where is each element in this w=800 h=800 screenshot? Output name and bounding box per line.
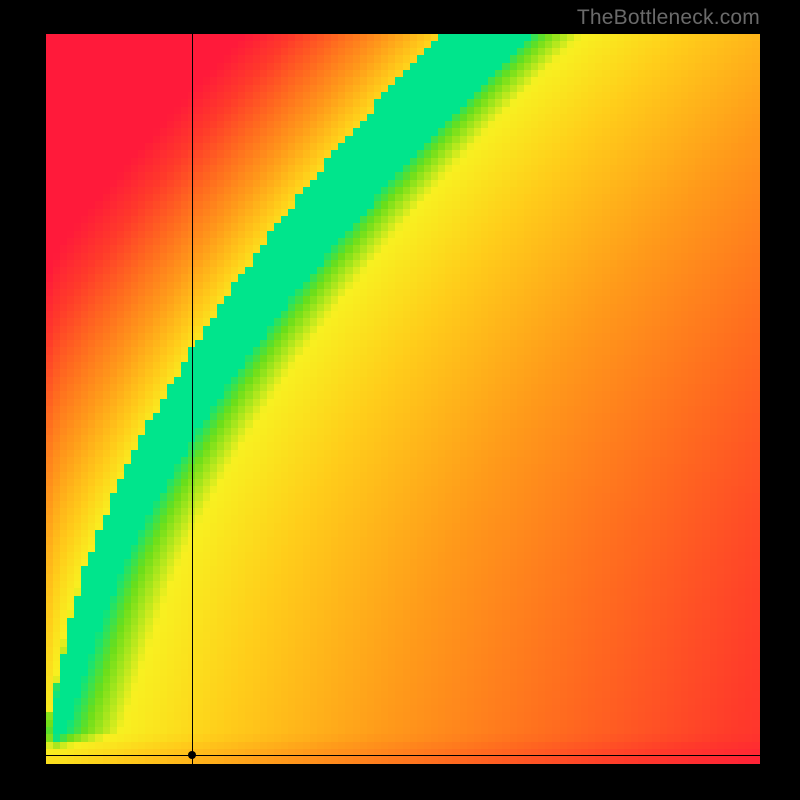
crosshair-marker: [188, 751, 196, 759]
crosshair-horizontal: [46, 755, 760, 756]
chart-container: TheBottleneck.com: [0, 0, 800, 800]
heatmap-canvas: [46, 34, 760, 764]
crosshair-vertical: [192, 34, 193, 764]
heatmap-plot: [46, 34, 760, 764]
watermark-text: TheBottleneck.com: [577, 6, 760, 30]
